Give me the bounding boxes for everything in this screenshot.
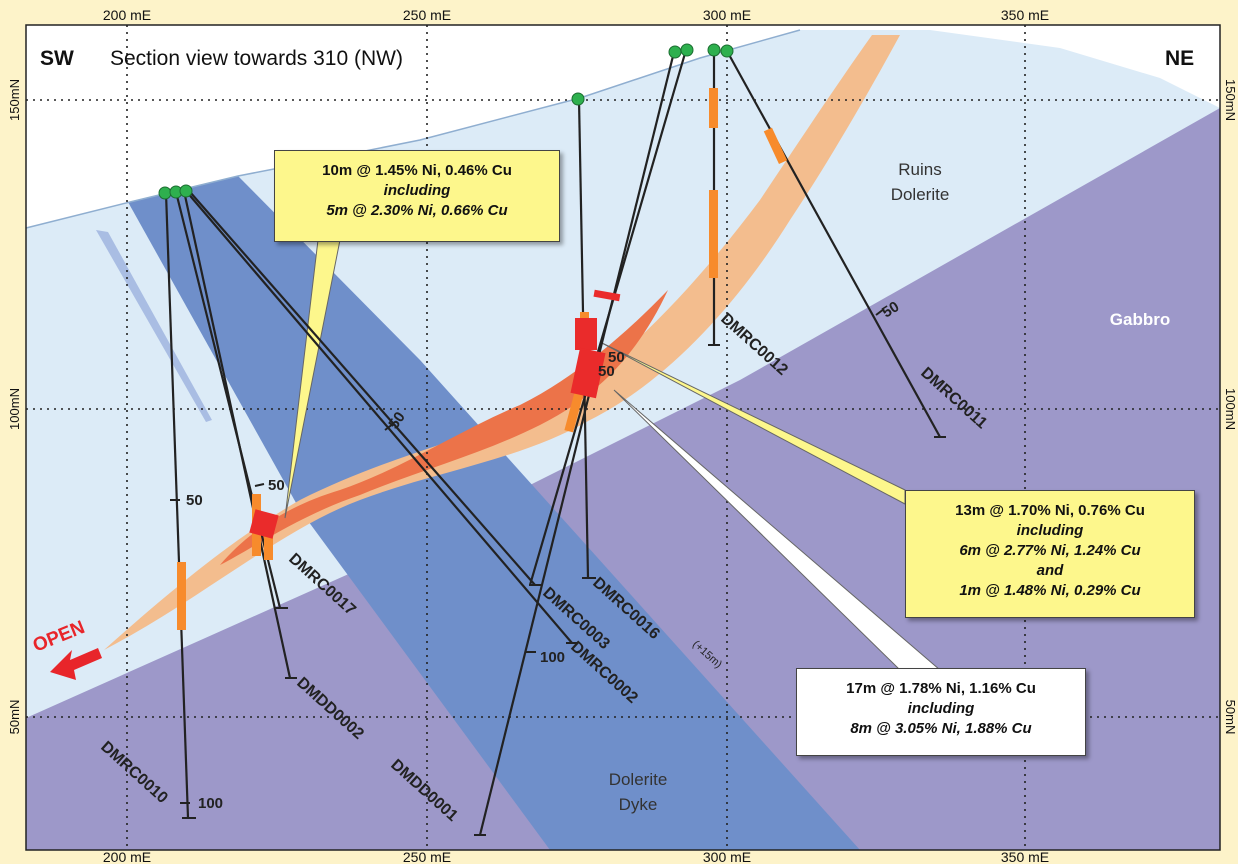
unit-label-dyke-1: Dolerite: [609, 770, 668, 789]
easting-labels-top: 200 mE 250 mE 300 mE 350 mE: [103, 7, 1049, 23]
end-of-hole-ticks: [182, 344, 946, 836]
callout-line: 6m @ 2.77% Ni, 1.24% Cu: [959, 542, 1141, 559]
depth-label: 50: [879, 298, 902, 321]
open-arrow-icon: [50, 648, 102, 680]
easting-label: 200 mE: [103, 7, 151, 23]
northing-label: 150mN: [7, 79, 22, 121]
callout-line: 10m @ 1.45% Ni, 0.46% Cu: [322, 162, 512, 179]
callout-line: including: [907, 700, 975, 717]
depth-label: 50: [268, 477, 285, 494]
callout-left: 10m @ 1.45% Ni, 0.46% Cu including 5m @ …: [274, 150, 560, 242]
depth-label: 50: [186, 492, 203, 509]
easting-label: 350 mE: [1001, 849, 1049, 864]
callout-line: 17m @ 1.78% Ni, 1.16% Cu: [846, 680, 1036, 697]
callout-line: 1m @ 1.48% Ni, 0.29% Cu: [959, 582, 1141, 599]
northing-labels-right: 150mN 100mN 50mN: [1223, 79, 1238, 734]
callout-line: 5m @ 2.30% Ni, 0.66% Cu: [326, 202, 508, 219]
callout-line: including: [383, 182, 451, 199]
northing-label: 100mN: [7, 388, 22, 430]
northing-label: 100mN: [1223, 388, 1238, 430]
label-sw: SW: [40, 47, 74, 70]
callout-right: 13m @ 1.70% Ni, 0.76% Cu including 6m @ …: [905, 490, 1195, 618]
northing-label: 50mN: [1223, 700, 1238, 735]
depth-label: 100: [540, 649, 565, 666]
unit-label-dyke-2: Dyke: [619, 795, 658, 814]
callout-line: 8m @ 3.05% Ni, 1.88% Cu: [850, 720, 1032, 737]
unit-label-dolerite: Dolerite: [891, 185, 950, 204]
northing-labels-left: 150mN 100mN 50mN: [7, 79, 22, 734]
unit-label-ruins: Ruins: [898, 160, 941, 179]
depth-label: 50: [608, 349, 625, 366]
easting-label: 300 mE: [703, 849, 751, 864]
easting-label: 250 mE: [403, 849, 451, 864]
depth-label: 50: [385, 409, 408, 432]
northing-label: 150mN: [1223, 79, 1238, 121]
dolerite-sliver: [96, 230, 212, 422]
easting-label: 300 mE: [703, 7, 751, 23]
plot-frame: [25, 24, 1221, 851]
callout-line: and: [1036, 562, 1064, 579]
easting-label: 250 mE: [403, 7, 451, 23]
northing-label: 50mN: [7, 700, 22, 735]
depth-label: 50: [598, 363, 615, 380]
easting-label: 200 mE: [103, 849, 151, 864]
callout-lower: 17m @ 1.78% Ni, 1.16% Cu including 8m @ …: [796, 668, 1086, 756]
label-ne: NE: [1165, 47, 1194, 70]
high-grade-markers: [249, 289, 621, 539]
easting-labels-bottom: 200 mE 250 mE 300 mE 350 mE: [103, 849, 1049, 864]
easting-label: 350 mE: [1001, 7, 1049, 23]
depth-labels: 50 100 50 50 100 50 50 50: [186, 298, 902, 812]
drillhole-collars: [158, 43, 734, 200]
depth-ticks: [170, 308, 885, 804]
callout-line: 13m @ 1.70% Ni, 0.76% Cu: [955, 502, 1145, 519]
callout-line: including: [1016, 522, 1084, 539]
diagram-title: Section view towards 310 (NW): [110, 47, 403, 70]
mineralized-core: [220, 290, 668, 565]
depth-label: 100: [198, 795, 223, 812]
unit-label-gabbro: Gabbro: [1110, 310, 1170, 329]
